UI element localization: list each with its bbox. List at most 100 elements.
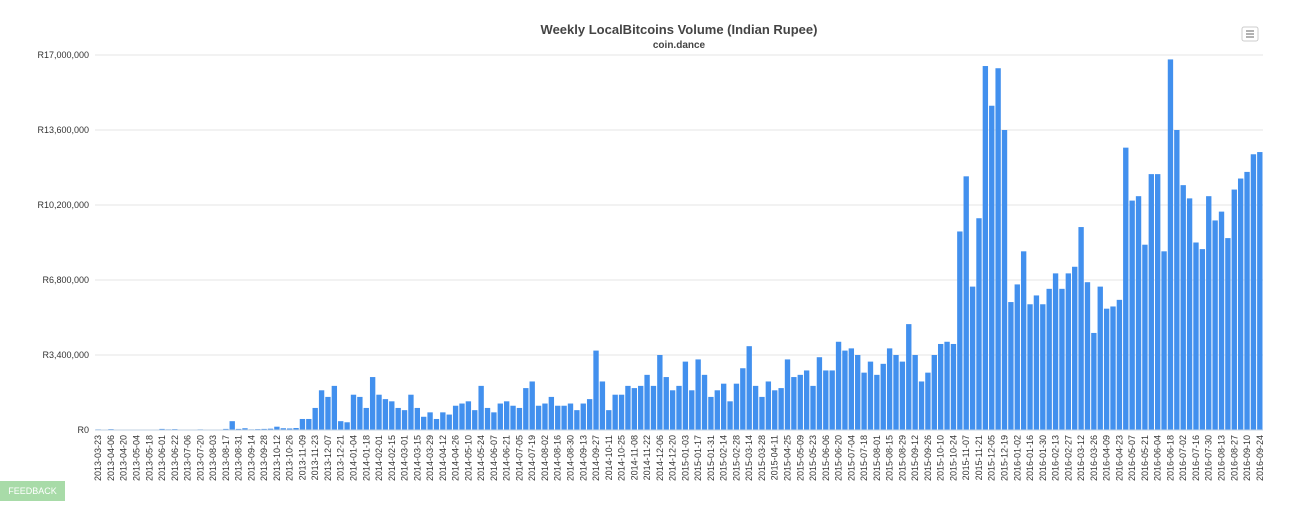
x-tick-label: 2015-02-28 <box>731 435 741 481</box>
x-tick-label: 2015-10-24 <box>948 435 958 481</box>
x-tick-label: 2016-01-16 <box>1025 435 1035 481</box>
bar <box>567 403 574 430</box>
bar <box>669 390 676 430</box>
bar <box>338 421 344 430</box>
x-tick-label: 2015-07-04 <box>846 435 856 481</box>
x-tick-label: 2014-05-10 <box>463 435 473 481</box>
bar <box>1103 308 1110 430</box>
bar <box>389 401 395 430</box>
bar <box>427 412 433 430</box>
x-tick-label: 2015-07-18 <box>859 435 869 481</box>
bar <box>484 407 491 430</box>
bar <box>848 348 855 430</box>
bar <box>516 407 523 430</box>
bar <box>1040 304 1046 430</box>
bar <box>784 359 791 430</box>
bar <box>344 422 350 430</box>
bar <box>472 410 478 430</box>
x-tick-label: 2014-02-01 <box>374 435 384 481</box>
bar <box>625 385 631 430</box>
bar <box>1142 244 1148 430</box>
bar <box>1110 306 1116 430</box>
bar <box>682 361 689 430</box>
x-tick-label: 2013-08-31 <box>234 435 244 481</box>
bar <box>1231 189 1237 430</box>
x-tick-label: 2013-06-01 <box>157 435 167 481</box>
bar <box>574 410 580 430</box>
bar <box>1193 242 1199 430</box>
bar <box>452 405 459 430</box>
bar <box>1218 211 1225 430</box>
bar <box>350 394 357 430</box>
x-tick-label: 2016-02-27 <box>1063 435 1073 481</box>
menu-button[interactable] <box>1241 26 1259 42</box>
bar <box>1148 174 1154 430</box>
x-tick-label: 2014-04-12 <box>438 435 448 481</box>
bar <box>280 428 286 430</box>
x-tick-label: 2013-09-14 <box>246 435 256 481</box>
bar <box>689 390 695 430</box>
bar <box>963 176 969 430</box>
bar <box>1237 178 1244 430</box>
bar <box>867 361 874 430</box>
bar <box>612 394 618 430</box>
bar <box>286 428 293 430</box>
bar <box>1091 332 1097 430</box>
x-tick-label: 2016-02-13 <box>1051 435 1061 481</box>
bar <box>331 385 338 430</box>
bar <box>829 370 835 430</box>
x-tick-label: 2015-03-28 <box>757 435 767 481</box>
bar <box>1065 273 1072 430</box>
bar <box>580 403 586 430</box>
x-tick-label: 2013-04-06 <box>106 435 116 481</box>
bar <box>727 401 733 430</box>
y-tick-label: R6,800,000 <box>42 275 89 285</box>
bar <box>1008 302 1014 430</box>
bar <box>1167 59 1174 430</box>
x-tick-label: 2015-03-14 <box>744 435 754 481</box>
x-tick-label: 2015-10-10 <box>936 435 946 481</box>
bar <box>618 394 625 430</box>
bar <box>229 421 235 430</box>
bar <box>401 410 408 430</box>
feedback-button[interactable]: FEEDBACK <box>0 481 65 501</box>
bar <box>650 385 657 430</box>
bar <box>714 390 720 430</box>
bar <box>931 355 937 430</box>
x-tick-label: 2015-05-23 <box>808 435 818 481</box>
bar <box>599 381 606 430</box>
x-tick-label: 2015-06-06 <box>821 435 831 481</box>
x-tick-label: 2014-11-22 <box>642 435 652 480</box>
bar <box>369 377 376 430</box>
x-tick-label: 2014-10-25 <box>617 435 627 481</box>
x-tick-label: 2013-11-23 <box>310 435 320 480</box>
bar <box>548 396 555 430</box>
bar <box>299 418 306 430</box>
bar <box>797 374 803 430</box>
bar <box>835 341 842 430</box>
x-tick-label: 2015-11-21 <box>974 435 984 480</box>
bar <box>561 405 567 430</box>
bar <box>586 399 593 430</box>
x-tick-label: 2014-06-21 <box>502 435 512 481</box>
bar <box>1097 286 1103 430</box>
x-tick-label: 2014-03-15 <box>412 435 422 481</box>
bar <box>893 355 899 430</box>
y-tick-label: R0 <box>77 425 89 435</box>
bar <box>242 428 248 430</box>
bar <box>1212 220 1218 430</box>
bar <box>657 355 663 430</box>
bar <box>938 343 944 430</box>
bar <box>421 416 427 430</box>
x-tick-label: 2015-12-19 <box>1000 435 1010 481</box>
bar <box>925 372 931 430</box>
x-tick-label: 2016-07-02 <box>1178 435 1188 481</box>
bar <box>842 350 848 430</box>
x-tick-label: 2013-08-17 <box>221 435 231 481</box>
bar <box>1135 196 1142 430</box>
bar <box>1059 288 1065 430</box>
x-tick-label: 2014-09-13 <box>578 435 588 481</box>
x-tick-label: 2016-05-21 <box>1140 435 1150 481</box>
x-tick-label: 2014-03-01 <box>400 435 410 481</box>
bar <box>1014 284 1020 430</box>
